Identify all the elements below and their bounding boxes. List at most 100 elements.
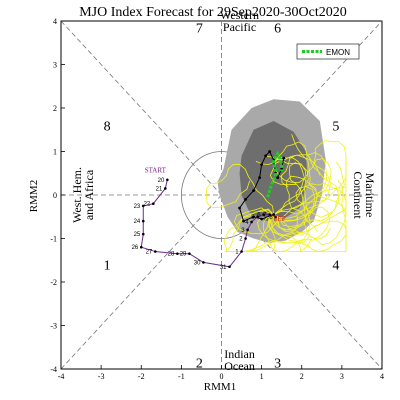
observed-day-label: 2 bbox=[239, 237, 243, 243]
svg-text:Western: Western bbox=[220, 8, 259, 22]
emon-track bbox=[266, 150, 284, 198]
ensemble-mean-point bbox=[268, 150, 272, 153]
legend-box bbox=[296, 43, 360, 60]
ensemble-mean-point bbox=[260, 163, 264, 166]
observed-point bbox=[246, 228, 249, 232]
observed-point bbox=[141, 204, 145, 208]
chart-annotations: START SEP bbox=[145, 166, 286, 223]
ensemble-mean-point bbox=[244, 197, 247, 201]
ensemble-member-line bbox=[273, 152, 328, 231]
ensemble-mean-point bbox=[282, 156, 286, 160]
legend: EMON bbox=[296, 43, 360, 60]
observed-point bbox=[244, 237, 247, 240]
x-tick-label: 0 bbox=[220, 372, 224, 381]
x-tick-label: 4 bbox=[380, 372, 384, 381]
observed-point bbox=[250, 220, 253, 224]
observed-point bbox=[274, 215, 277, 219]
phase-label: 4 bbox=[332, 259, 339, 274]
ensemble-member-line bbox=[273, 161, 345, 222]
ensemble-mean-point bbox=[276, 176, 280, 180]
observed-point bbox=[176, 252, 179, 256]
svg-text:Ocean: Ocean bbox=[224, 359, 255, 373]
annotation-label: START bbox=[145, 166, 167, 174]
observed-day-label: 24 bbox=[134, 219, 141, 225]
observed-point bbox=[141, 219, 145, 223]
observed-day-label: 5 bbox=[251, 215, 255, 221]
ensemble-member-line bbox=[271, 214, 347, 252]
observed-day-label: 20 bbox=[158, 178, 165, 184]
observed-day-label: 25 bbox=[134, 232, 141, 238]
observed-day-label: 30 bbox=[194, 260, 201, 266]
observed-day-label: 1 bbox=[235, 250, 239, 256]
phase-label: 3 bbox=[274, 356, 281, 371]
observed-point bbox=[166, 178, 169, 182]
observed-point bbox=[153, 250, 157, 253]
y-tick-label: -3 bbox=[50, 322, 57, 331]
ensemble-member-line bbox=[265, 154, 339, 227]
ensemble-member-line bbox=[269, 160, 311, 236]
y-tick-label: 1 bbox=[53, 148, 57, 157]
annotation-label: SEP bbox=[274, 215, 286, 223]
observed-point bbox=[256, 215, 259, 219]
y-tick-label: 4 bbox=[53, 17, 57, 26]
observed-point bbox=[240, 250, 243, 253]
svg-text:Continent: Continent bbox=[351, 171, 365, 219]
observed-point bbox=[262, 213, 265, 216]
observed-day-label: 31 bbox=[220, 265, 227, 271]
phase-label: 1 bbox=[104, 259, 111, 274]
observed-day-label: 29 bbox=[180, 252, 187, 258]
ensemble-member-line bbox=[225, 209, 298, 252]
ensemble-mean-point bbox=[260, 217, 264, 221]
phase-label: 5 bbox=[332, 119, 339, 134]
observed-point bbox=[228, 265, 231, 269]
observed-line bbox=[140, 179, 276, 268]
phase-label: 6 bbox=[274, 22, 281, 37]
ensemble-member-line bbox=[205, 163, 275, 215]
ensemble-mean-point bbox=[264, 154, 268, 158]
svg-text:Indian: Indian bbox=[224, 347, 255, 361]
ensemble-mean-point bbox=[252, 215, 256, 219]
region-label: West. Hem.and Africa bbox=[70, 167, 96, 223]
emon-line bbox=[266, 150, 284, 198]
observed-day-label: 4 bbox=[245, 220, 249, 226]
legend-label-emon: EMON bbox=[326, 48, 350, 57]
ensemble-member-line bbox=[262, 206, 331, 252]
ensemble-mean-point bbox=[238, 206, 241, 210]
observed-day-label: 23 bbox=[134, 204, 141, 210]
ensemble-mean-point bbox=[252, 189, 256, 193]
observed-day-label: 7 bbox=[263, 213, 267, 219]
y-tick-label: 2 bbox=[53, 104, 57, 113]
x-tick-label: -2 bbox=[138, 372, 145, 381]
observed-point bbox=[164, 187, 167, 190]
observed-point bbox=[188, 252, 191, 256]
x-tick-label: -3 bbox=[98, 372, 105, 381]
svg-text:and Africa: and Africa bbox=[82, 169, 96, 220]
observed-day-label: 3 bbox=[241, 228, 245, 234]
spread-inner bbox=[239, 121, 308, 222]
observed-day-label: 27 bbox=[146, 250, 153, 256]
observed-day-label: 6 bbox=[257, 213, 261, 219]
phase-label: 2 bbox=[196, 356, 203, 371]
x-tick-label: -1 bbox=[178, 372, 185, 381]
chart-title: MJO Index Forecast for 29Sep2020-30Oct20… bbox=[79, 5, 347, 20]
observed-point bbox=[268, 213, 271, 216]
x-tick-label: -4 bbox=[58, 372, 65, 381]
ensemble-mean-point bbox=[258, 176, 262, 180]
observed-point bbox=[139, 245, 143, 249]
observed-day-label: 8 bbox=[269, 215, 273, 221]
observed-point bbox=[202, 261, 205, 264]
ensemble-member-line bbox=[233, 186, 346, 235]
observed-point bbox=[151, 202, 155, 205]
y-tick-label: 3 bbox=[53, 61, 57, 70]
svg-text:Maritime: Maritime bbox=[363, 173, 377, 218]
ensemble-spread bbox=[217, 99, 326, 243]
x-axis-label: RMM1 bbox=[204, 381, 236, 393]
ensemble-member-tracks bbox=[205, 134, 347, 253]
